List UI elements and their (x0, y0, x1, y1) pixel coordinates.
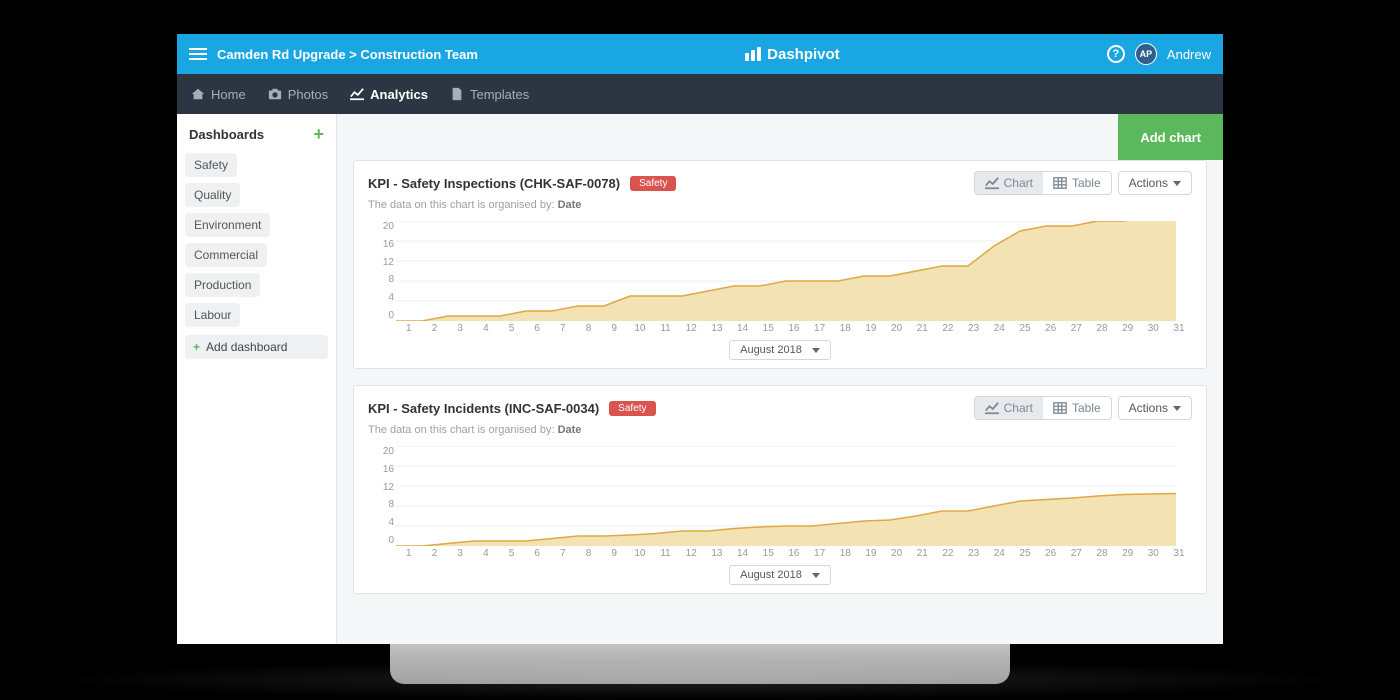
chevron-down-icon (812, 348, 820, 353)
sidebar-item-safety[interactable]: Safety (185, 153, 237, 177)
toggle-chart[interactable]: Chart (975, 172, 1043, 194)
breadcrumb[interactable]: Camden Rd Upgrade > Construction Team (217, 47, 478, 62)
camera-icon (268, 87, 282, 101)
y-axis: 201612840 (368, 221, 394, 321)
nav-label: Analytics (370, 87, 428, 102)
add-dashboard-button[interactable]: + Add dashboard (185, 335, 328, 359)
nav-analytics[interactable]: Analytics (350, 87, 428, 102)
toggle-chart[interactable]: Chart (975, 397, 1043, 419)
menu-icon[interactable] (189, 48, 207, 60)
chart-tag: Safety (630, 176, 676, 191)
sidebar-item-commercial[interactable]: Commercial (185, 243, 267, 267)
chart-card: KPI - Safety Incidents (INC-SAF-0034) Saf… (353, 385, 1207, 594)
actions-dropdown[interactable]: Actions (1118, 171, 1192, 195)
x-axis: 1234567891011121314151617181920212223242… (396, 323, 1192, 334)
sidebar-item-environment[interactable]: Environment (185, 213, 270, 237)
sidebar-item-labour[interactable]: Labour (185, 303, 240, 327)
top-bar: Camden Rd Upgrade > Construction Team Da… (177, 34, 1223, 74)
toggle-table[interactable]: Table (1043, 397, 1111, 419)
home-icon (191, 87, 205, 101)
avatar[interactable]: AP (1135, 43, 1157, 65)
help-icon[interactable]: ? (1107, 45, 1125, 63)
view-toggle: ChartTable (974, 171, 1112, 195)
table-icon (1053, 401, 1067, 415)
add-chart-button[interactable]: Add chart (1118, 114, 1223, 160)
product-title: Dashpivot (478, 46, 1107, 63)
area-chart (396, 221, 1176, 321)
add-chart-label: Add chart (1140, 130, 1201, 145)
chart-icon (985, 176, 999, 190)
x-axis: 1234567891011121314151617181920212223242… (396, 548, 1192, 559)
app-window: Camden Rd Upgrade > Construction Team Da… (177, 34, 1223, 644)
sidebar-title: Dashboards (189, 127, 264, 142)
actions-dropdown[interactable]: Actions (1118, 396, 1192, 420)
table-icon (1053, 176, 1067, 190)
area-chart (396, 446, 1176, 546)
device-glow (40, 660, 1360, 700)
product-name: Dashpivot (767, 46, 840, 63)
view-toggle: ChartTable (974, 396, 1112, 420)
toggle-table[interactable]: Table (1043, 172, 1111, 194)
chevron-down-icon (1173, 406, 1181, 411)
chevron-down-icon (1173, 181, 1181, 186)
nav-label: Home (211, 87, 246, 102)
chart-title: KPI - Safety Incidents (INC-SAF-0034) (368, 401, 599, 416)
chart-title: KPI - Safety Inspections (CHK-SAF-0078) (368, 176, 620, 191)
chart-card: KPI - Safety Inspections (CHK-SAF-0078) S… (353, 160, 1207, 369)
chevron-down-icon (812, 573, 820, 578)
nav-label: Templates (470, 87, 529, 102)
sidebar: Dashboards + Safety Quality Environment Com… (177, 114, 337, 644)
date-selector[interactable]: August 2018 (729, 565, 831, 585)
nav-home[interactable]: Home (191, 87, 246, 102)
chart-subtitle: The data on this chart is organised by: … (368, 424, 1192, 436)
chart-icon (985, 401, 999, 415)
nav-bar: Home Photos Analytics Templates (177, 74, 1223, 114)
sidebar-item-production[interactable]: Production (185, 273, 260, 297)
date-selector[interactable]: August 2018 (729, 340, 831, 360)
nav-label: Photos (288, 87, 328, 102)
chart-icon (350, 87, 364, 101)
sidebar-item-quality[interactable]: Quality (185, 183, 240, 207)
nav-templates[interactable]: Templates (450, 87, 529, 102)
file-icon (450, 87, 464, 101)
main-panel: Add chart KPI - Safety Inspections (CHK-… (337, 114, 1223, 644)
add-dashboard-icon[interactable]: + (313, 124, 324, 145)
add-dashboard-label: Add dashboard (206, 340, 287, 354)
y-axis: 201612840 (368, 446, 394, 546)
chart-subtitle: The data on this chart is organised by: … (368, 199, 1192, 211)
plus-icon: + (193, 340, 200, 354)
chart-tag: Safety (609, 401, 655, 416)
nav-photos[interactable]: Photos (268, 87, 328, 102)
user-name[interactable]: Andrew (1167, 47, 1211, 62)
logo-icon (745, 47, 761, 61)
